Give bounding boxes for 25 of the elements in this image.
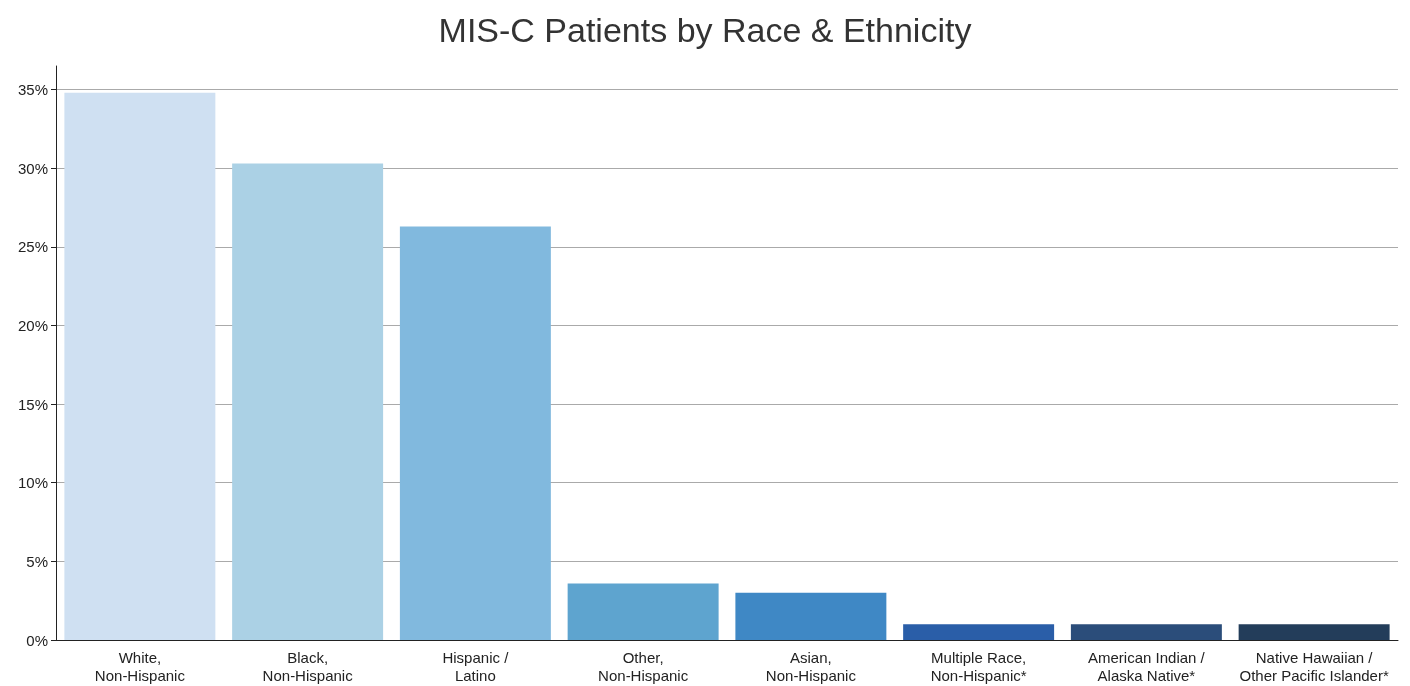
y-tick-label: 25%: [17, 238, 48, 256]
x-tick-label: American Indian / Alaska Native*: [1088, 648, 1206, 684]
x-tick-label: Multiple Race, Non-Hispanic*: [930, 648, 1027, 684]
y-tick-label: 15%: [17, 395, 48, 413]
y-tick-label: 20%: [17, 316, 48, 334]
bar: [399, 226, 551, 640]
y-tick-label: 5%: [26, 552, 48, 570]
bar: [1070, 624, 1222, 640]
y-tick-label: 10%: [17, 474, 48, 492]
bar: [64, 92, 216, 640]
bar: [232, 163, 384, 640]
x-tick-label: Black, Non-Hispanic: [262, 648, 354, 684]
chart-title: MIS-C Patients by Race & Ethnicity: [438, 11, 972, 49]
x-tick-label: White, Non-Hispanic: [94, 648, 186, 684]
x-tick-label: Native Hawaiian / Other Pacific Islander*: [1239, 648, 1389, 684]
x-tick-label: Asian, Non-Hispanic: [765, 648, 857, 684]
x-tick-label: Hispanic / Latino: [442, 648, 510, 684]
bar: [735, 592, 887, 640]
x-tick-label: Other, Non-Hispanic: [598, 648, 689, 684]
bar: [1238, 624, 1390, 640]
y-tick-label: 30%: [17, 159, 48, 177]
bar: [903, 624, 1055, 640]
bar: [567, 583, 719, 640]
y-tick-label: 35%: [17, 81, 48, 99]
y-tick-label: 0%: [26, 631, 48, 649]
